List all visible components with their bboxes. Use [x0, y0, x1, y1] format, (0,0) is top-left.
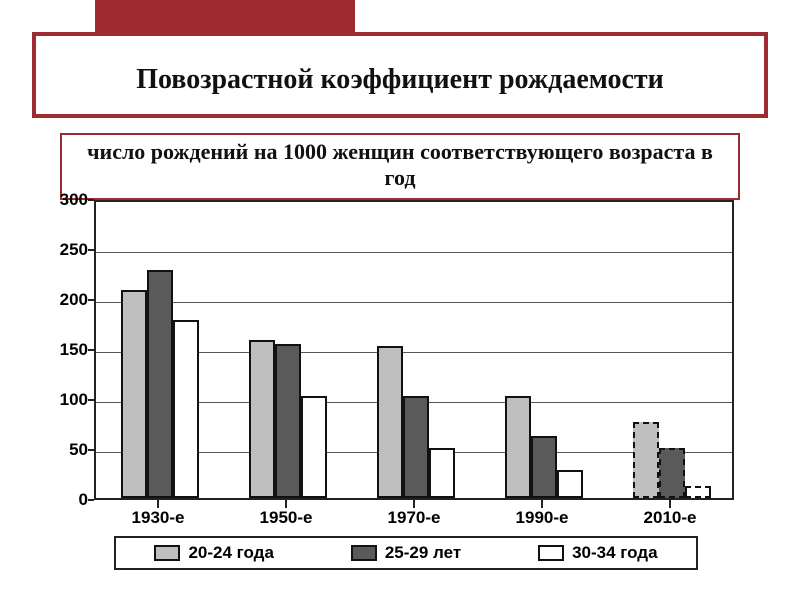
- x-tick-label: 1990-е: [482, 508, 602, 528]
- bar: [173, 320, 199, 498]
- x-tick-label: 1950-е: [226, 508, 346, 528]
- x-tick-mark: [541, 500, 543, 508]
- y-tick-label: 50: [38, 440, 88, 460]
- x-tick-mark: [413, 500, 415, 508]
- bar: [301, 396, 327, 498]
- bar: [685, 486, 711, 498]
- subtitle-container: число рождений на 1000 женщин соответств…: [60, 133, 740, 200]
- y-tick-mark: [88, 399, 94, 401]
- y-tick-mark: [88, 499, 94, 501]
- bar: [659, 448, 685, 498]
- y-tick-label: 200: [38, 290, 88, 310]
- legend: 20-24 года 25-29 лет 30-34 года: [114, 536, 698, 570]
- gridline: [96, 302, 732, 303]
- bar: [429, 448, 455, 498]
- page-title: Повозрастной коэффициент рождаемости: [136, 64, 664, 95]
- y-tick-mark: [88, 249, 94, 251]
- y-tick-label: 100: [38, 390, 88, 410]
- bar: [505, 396, 531, 498]
- bar: [275, 344, 301, 498]
- bar: [147, 270, 173, 498]
- bar: [121, 290, 147, 498]
- y-tick-label: 250: [38, 240, 88, 260]
- legend-label: 30-34 года: [572, 543, 657, 563]
- bar: [557, 470, 583, 498]
- title-container: Повозрастной коэффициент рождаемости: [32, 32, 768, 118]
- y-tick-label: 150: [38, 340, 88, 360]
- gridline: [96, 252, 732, 253]
- bar: [377, 346, 403, 498]
- header-accent-bar: [95, 0, 355, 32]
- y-tick-mark: [88, 299, 94, 301]
- x-tick-label: 2010-е: [610, 508, 730, 528]
- x-tick-label: 1930-е: [98, 508, 218, 528]
- legend-item: 25-29 лет: [351, 543, 461, 563]
- chart-container: 20-24 года 25-29 лет 30-34 года 0 50 100 150 2…: [30, 196, 770, 576]
- x-tick-mark: [285, 500, 287, 508]
- legend-item: 20-24 года: [154, 543, 273, 563]
- plot-area: [94, 200, 734, 500]
- legend-label: 25-29 лет: [385, 543, 461, 563]
- bar: [403, 396, 429, 498]
- y-tick-label: 300: [38, 190, 88, 210]
- x-tick-mark: [669, 500, 671, 508]
- legend-swatch: [538, 545, 564, 561]
- page-subtitle: число рождений на 1000 женщин соответств…: [87, 139, 713, 190]
- y-tick-label: 0: [38, 490, 88, 510]
- y-tick-mark: [88, 349, 94, 351]
- legend-label: 20-24 года: [188, 543, 273, 563]
- bar: [531, 436, 557, 498]
- y-tick-mark: [88, 199, 94, 201]
- legend-swatch: [351, 545, 377, 561]
- legend-item: 30-34 года: [538, 543, 657, 563]
- x-tick-mark: [157, 500, 159, 508]
- x-tick-label: 1970-е: [354, 508, 474, 528]
- y-tick-mark: [88, 449, 94, 451]
- legend-swatch: [154, 545, 180, 561]
- bar: [633, 422, 659, 498]
- bar: [249, 340, 275, 498]
